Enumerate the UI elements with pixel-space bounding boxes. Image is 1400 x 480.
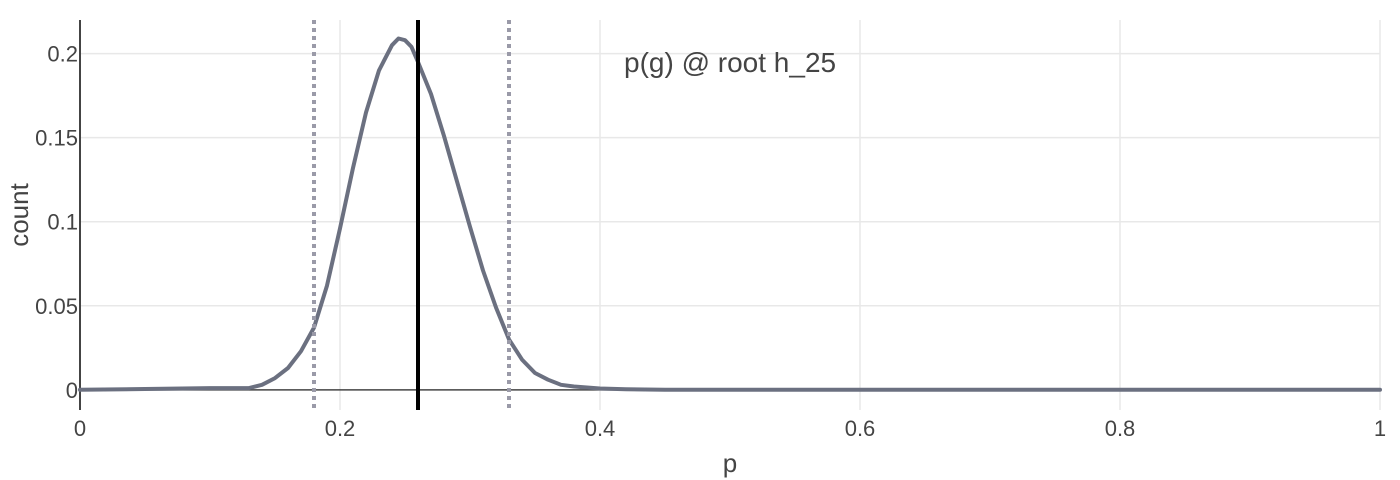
x-tick-label: 0.4	[585, 416, 616, 441]
grid-layer	[80, 20, 1381, 410]
y-tick-label: 0.05	[35, 294, 78, 319]
y-tick-label: 0.2	[47, 42, 78, 67]
curve-layer	[78, 36, 1382, 392]
x-tick-label: 0.2	[325, 416, 356, 441]
x-tick-label: 0	[74, 416, 86, 441]
y-tick-label: 0	[66, 378, 78, 403]
x-tick-label: 0.8	[1105, 416, 1136, 441]
y-tick-label: 0.15	[35, 126, 78, 151]
chart-annotation: p(g) @ root h_25	[624, 47, 836, 78]
reference-lines	[312, 20, 511, 410]
density-curve	[78, 36, 1382, 392]
y-tick-label: 0.1	[47, 210, 78, 235]
x-tick-label: 0.6	[845, 416, 876, 441]
tick-labels: 0 0.2 0.4 0.6 0.8 1 0 0.05 0.1 0.15 0.2	[35, 42, 1386, 441]
x-tick-label: 1	[1374, 416, 1386, 441]
axes-layer	[79, 20, 1380, 410]
x-axis-title: p	[723, 448, 737, 478]
y-axis-title: count	[4, 182, 34, 246]
